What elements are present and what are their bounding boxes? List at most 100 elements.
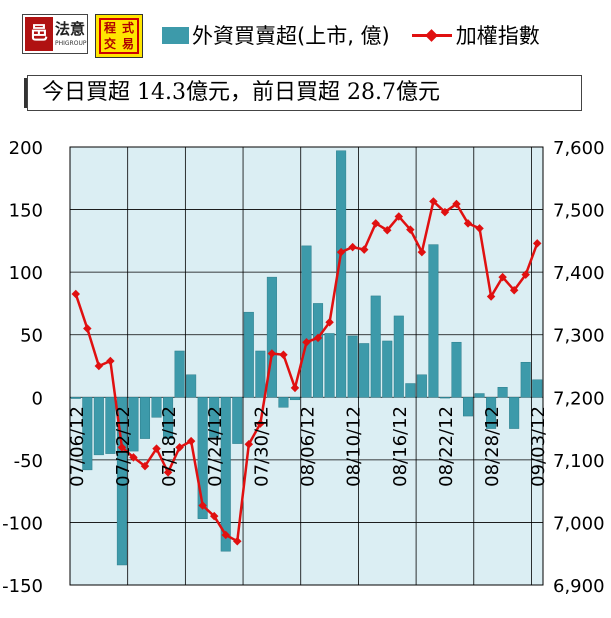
x-tick-label: 08/06/12 [298,406,319,487]
index-point [348,242,357,252]
bar-mark [359,343,370,398]
index-point [94,361,104,371]
legend-line-swatch [411,25,452,45]
bar-mark [128,397,139,452]
bar-mark [93,397,104,456]
bar-mark [439,397,450,399]
bar-mark [232,397,243,444]
bar-mark [82,397,93,471]
bar-mark [462,397,474,417]
bar-mark [428,244,439,398]
index-point [186,436,196,446]
x-tick-label: 07/06/12 [67,406,88,487]
bar-mark [382,340,393,398]
index-point [509,286,519,295]
index-point [383,225,392,235]
left-tick-label: 50 [20,326,43,347]
bar-mark [278,397,289,408]
logo-text: 法意 [55,20,86,38]
bar-mark [509,397,520,429]
x-tick-label: 09/03/12 [528,406,549,487]
index-point [486,292,496,301]
summary-text: 今日買超 14.3億元，前日買超 28.7億元 [42,80,440,105]
logo2-char: 易 [121,37,134,51]
index-point [359,245,369,254]
right-tick-label: 7,000 [553,513,605,534]
index-point [175,443,184,452]
index-point [152,444,161,453]
index-point [475,224,484,233]
logo2-char: 式 [121,21,134,35]
x-tick-label: 07/12/12 [113,406,134,487]
index-point [371,219,380,228]
right-tick-label: 7,400 [553,263,605,284]
logo2-char: 交 [103,37,116,51]
bar-mark [532,379,543,398]
bar-mark [324,333,335,398]
bar-mark [116,397,127,566]
index-point [336,247,346,257]
right-tick-label: 7,300 [553,326,605,347]
right-tick-label: 6,900 [553,576,605,597]
index-point [440,207,450,217]
index-point [325,317,334,327]
bar-mark [497,387,508,398]
bar-mark [186,374,197,398]
index-point [244,439,254,449]
bar-mark [151,397,162,418]
bar-mark [451,341,462,398]
legend-bar-swatch [162,26,189,44]
bar-mark [243,311,254,398]
left-tick-label: -100 [2,513,43,534]
bar-mark [209,397,220,438]
x-tick-label: 08/16/12 [390,406,411,487]
bar-mark [70,397,81,399]
index-point [290,383,300,393]
bar-mark [393,315,404,398]
index-point [256,419,265,428]
bar-mark [163,397,174,439]
x-tick-label: 08/28/12 [482,406,503,487]
index-point [302,337,311,347]
bar-mark [347,335,358,398]
right-tick-label: 7,100 [553,451,605,472]
index-point [498,272,507,282]
index-point [406,225,415,234]
index-point [140,461,150,471]
bar-mark [301,245,312,398]
x-tick-label: 07/18/12 [159,406,180,487]
bar-mark [313,303,324,398]
legend-bar-label: 外資買賣超(上市, 億) [192,24,390,48]
bar-mark [289,397,300,401]
logo-seal-icon: ⾢ [25,17,53,51]
bar-mark [139,397,151,439]
logo2-char: 程 [103,21,116,35]
bar-mark [255,350,266,398]
left-tick-label: 150 [9,201,43,222]
left-tick-label: -50 [14,451,43,472]
index-point [521,270,530,279]
index-point [106,356,115,366]
x-tick-label: 08/10/12 [344,406,365,487]
right-tick-label: 7,500 [553,201,605,222]
index-point [163,468,173,477]
index-point [198,501,207,510]
index-point [267,349,277,358]
bar-mark [370,295,381,398]
legend-line-label: 加權指數 [455,24,540,48]
chart-legend: 外資買賣超(上市, 億) 加權指數 [162,20,540,50]
bar-mark [474,393,485,398]
index-point [71,289,81,299]
right-tick-label: 7,200 [553,388,605,409]
x-tick-label: 08/22/12 [436,406,457,487]
index-point [83,324,92,333]
bar-mark [220,397,231,552]
left-tick-label: 100 [9,263,43,284]
bar-mark [105,397,116,454]
program-trading-logo: 程 式 交 易 [95,14,143,58]
right-tick-label: 7,600 [553,138,605,159]
bar-mark [174,350,185,398]
left-tick-label: 200 [9,138,43,159]
logo-subtext: PHIGROUP [55,40,87,47]
